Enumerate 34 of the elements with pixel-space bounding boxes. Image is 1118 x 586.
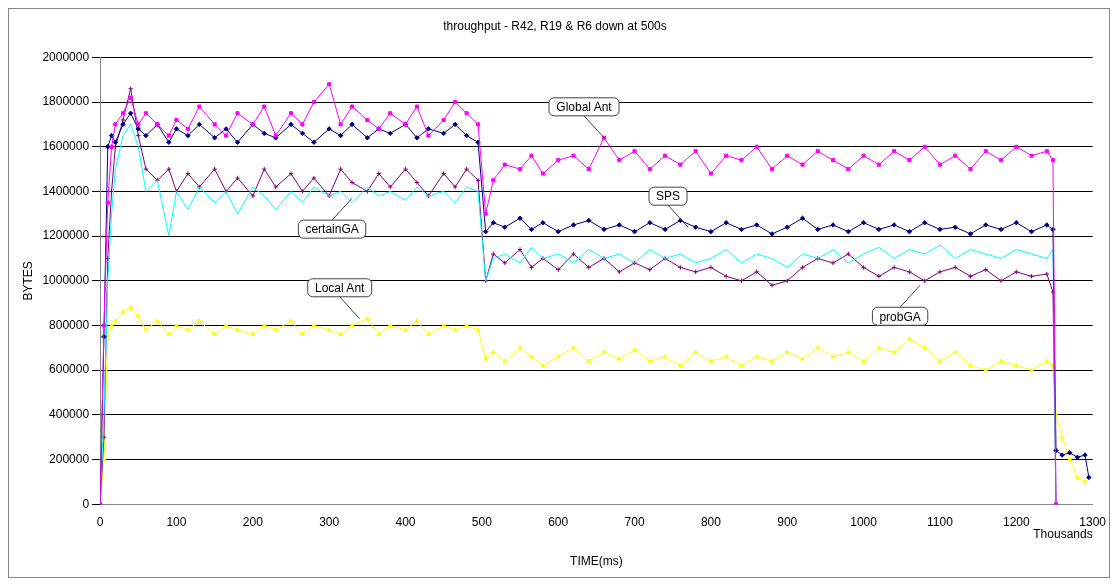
x-tick-label: 100 [166,514,187,529]
x-tick-label: 600 [548,514,569,529]
y-tick-label: 1400000 [42,183,90,198]
x-tick-label: 400 [395,514,416,529]
x-tick-label: 1000 [850,514,878,529]
x-tick-label: 900 [777,514,798,529]
y-tick-label: 1200000 [42,228,90,243]
y-tick-label: 600000 [49,362,90,377]
y-tick-label: 1600000 [42,139,90,154]
x-tick-label: 800 [700,514,722,529]
annotation: certainGA [305,222,359,237]
x-tick-label: 200 [242,514,264,529]
y-tick-label: 400000 [49,407,90,422]
y-tick-label: 1800000 [42,94,90,109]
x-tick-label: 1200 [1002,514,1030,529]
x-tick-label: 500 [471,514,493,529]
x-tick-label: 1100 [927,514,954,529]
y-tick-label: 0 [82,496,90,511]
chart-title: throughput - R42, R19 & R6 down at 500s [443,18,667,33]
x-axis-title: TIME(ms) [570,554,623,569]
x-tick-label: 0 [96,514,104,529]
x-tick-label: 300 [319,514,340,529]
annotation: Global Ant [556,100,613,115]
y-tick-label: 1000000 [42,273,90,288]
annotation: probGA [879,309,921,324]
annotation: Local Ant [315,281,366,296]
y-axis-title: BYTES [20,261,35,301]
x-tick-label: 1300 [1079,514,1107,529]
annotation: SPS [656,189,681,204]
y-tick-label: 2000000 [42,49,90,64]
y-tick-label: 800000 [49,317,90,332]
y-tick-label: 200000 [49,451,90,466]
x-tick-label: 700 [624,514,645,529]
text: Thousands [1033,526,1093,541]
